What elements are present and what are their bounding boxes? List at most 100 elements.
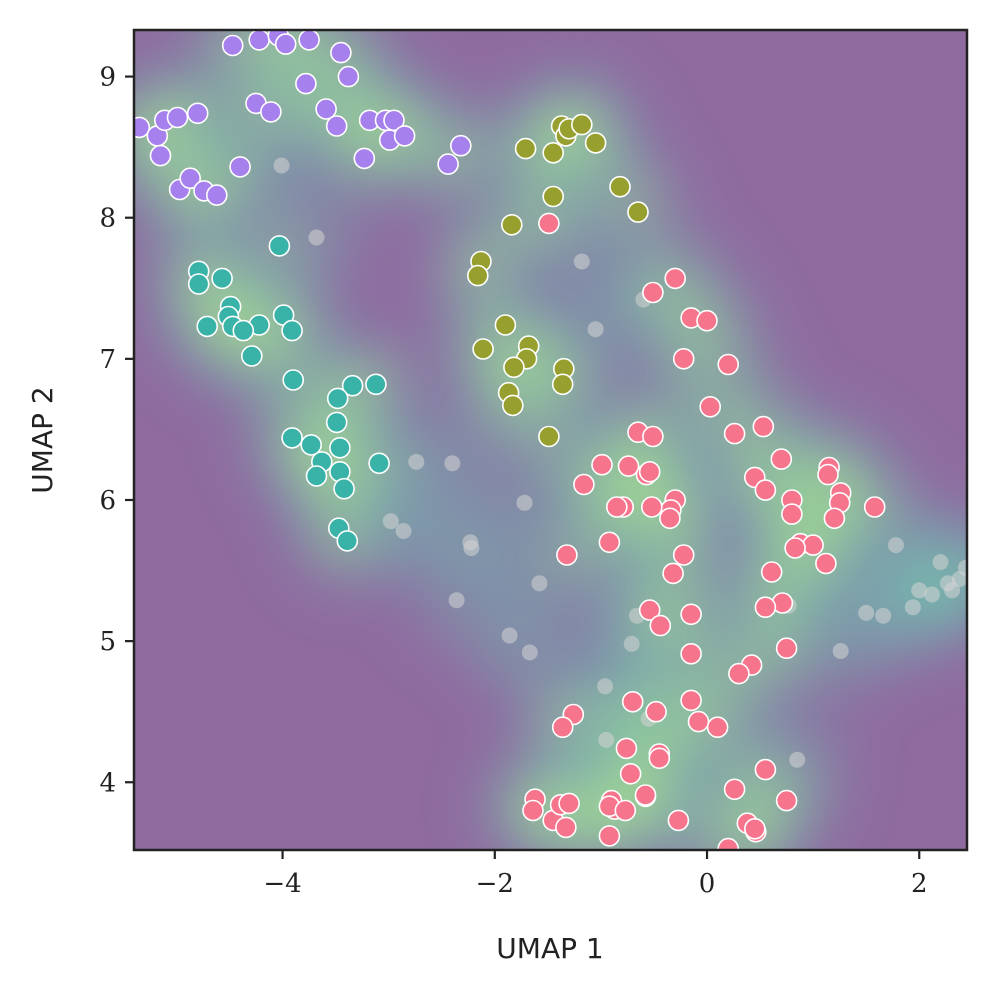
cluster-point — [659, 507, 681, 530]
background-point — [587, 321, 604, 338]
background-point — [463, 540, 480, 556]
cluster-point — [699, 395, 722, 418]
cluster-point — [501, 394, 524, 417]
background-point — [887, 537, 904, 554]
cluster-point — [781, 503, 803, 525]
cluster-point — [784, 537, 806, 559]
background-point — [944, 582, 961, 599]
cluster-point — [211, 267, 233, 290]
x-axis: −4 −2 0 2 — [263, 850, 928, 899]
cluster-point — [315, 98, 337, 120]
cluster-point — [723, 422, 746, 445]
cluster-point — [186, 102, 209, 125]
cluster-point — [621, 690, 644, 713]
background-point — [573, 253, 590, 270]
y-tick-label: 9 — [99, 63, 116, 93]
cluster-point — [336, 530, 359, 552]
background-point — [531, 575, 548, 592]
x-axis-label: UMAP 1 — [496, 932, 603, 965]
cluster-point — [634, 784, 657, 806]
cluster-point — [325, 115, 348, 137]
cluster-point — [179, 167, 201, 189]
x-tick-label: 0 — [699, 869, 716, 899]
cluster-point — [696, 309, 718, 332]
cluster-point — [627, 201, 649, 223]
y-tick-label: 8 — [99, 204, 116, 234]
cluster-point — [187, 273, 210, 295]
cluster-point — [281, 319, 303, 342]
cluster-point — [754, 596, 777, 619]
cluster-point — [282, 369, 305, 391]
cluster-point — [503, 356, 525, 379]
cluster-point — [573, 473, 595, 496]
y-tick-label: 4 — [99, 768, 116, 798]
cluster-point — [638, 599, 661, 621]
background-point — [957, 559, 967, 576]
cluster-point — [232, 319, 255, 342]
cluster-point — [437, 153, 459, 175]
cluster-point — [538, 425, 560, 448]
cluster-point — [229, 156, 251, 178]
background-point — [924, 586, 940, 603]
cluster-point — [449, 134, 472, 157]
cluster-point — [196, 315, 218, 338]
cluster-point — [542, 185, 565, 208]
cluster-point — [802, 534, 824, 556]
cluster-point — [466, 264, 489, 287]
background-point — [911, 582, 928, 599]
cluster-point — [680, 603, 702, 626]
cluster-point — [149, 144, 172, 167]
background-point — [932, 554, 949, 571]
cluster-point — [775, 789, 798, 812]
cluster-point — [584, 132, 607, 154]
x-tick-label: −4 — [263, 869, 301, 899]
cluster-point — [640, 496, 663, 518]
cluster-point — [326, 387, 349, 410]
cluster-point — [680, 689, 702, 712]
cluster-point — [863, 496, 886, 518]
cluster-point — [723, 778, 746, 801]
cluster-point — [134, 116, 151, 139]
cluster-point — [664, 267, 687, 290]
y-tick-label: 5 — [99, 627, 116, 657]
cluster-point — [551, 373, 574, 396]
cluster-point — [775, 637, 798, 660]
cluster-point — [393, 125, 416, 147]
cluster-point — [353, 147, 376, 170]
cluster-point — [274, 33, 297, 55]
background-point — [832, 643, 849, 659]
cluster-point — [743, 817, 766, 840]
cluster-point — [642, 281, 664, 304]
cluster-point — [368, 452, 390, 475]
cluster-point — [494, 314, 517, 336]
cluster-point — [648, 747, 671, 770]
background-point — [875, 607, 892, 624]
background-point — [623, 635, 640, 652]
cluster-point — [752, 415, 775, 438]
cluster-point — [662, 562, 684, 585]
y-tick-label: 6 — [99, 486, 116, 516]
cluster-point — [617, 455, 640, 477]
background-point — [789, 751, 806, 768]
y-axis-label: UMAP 2 — [26, 386, 59, 493]
cluster-point — [337, 65, 360, 88]
cluster-point — [500, 214, 523, 236]
cluster-point — [166, 106, 189, 129]
cluster-point — [717, 353, 740, 376]
scatter-points — [134, 30, 967, 850]
x-tick-label: 2 — [911, 869, 928, 899]
y-axis: 4 5 6 7 8 9 — [99, 63, 134, 798]
background-point — [308, 229, 325, 246]
x-tick-label: −2 — [476, 869, 514, 899]
background-point — [904, 599, 921, 616]
background-point — [395, 523, 412, 539]
cluster-point — [472, 338, 494, 360]
background-point — [858, 604, 875, 621]
background-point — [501, 627, 518, 644]
cluster-point — [680, 642, 702, 665]
cluster-point — [614, 799, 637, 822]
cluster-point — [649, 614, 672, 637]
cluster-point — [281, 427, 303, 449]
cluster-point — [260, 101, 282, 123]
